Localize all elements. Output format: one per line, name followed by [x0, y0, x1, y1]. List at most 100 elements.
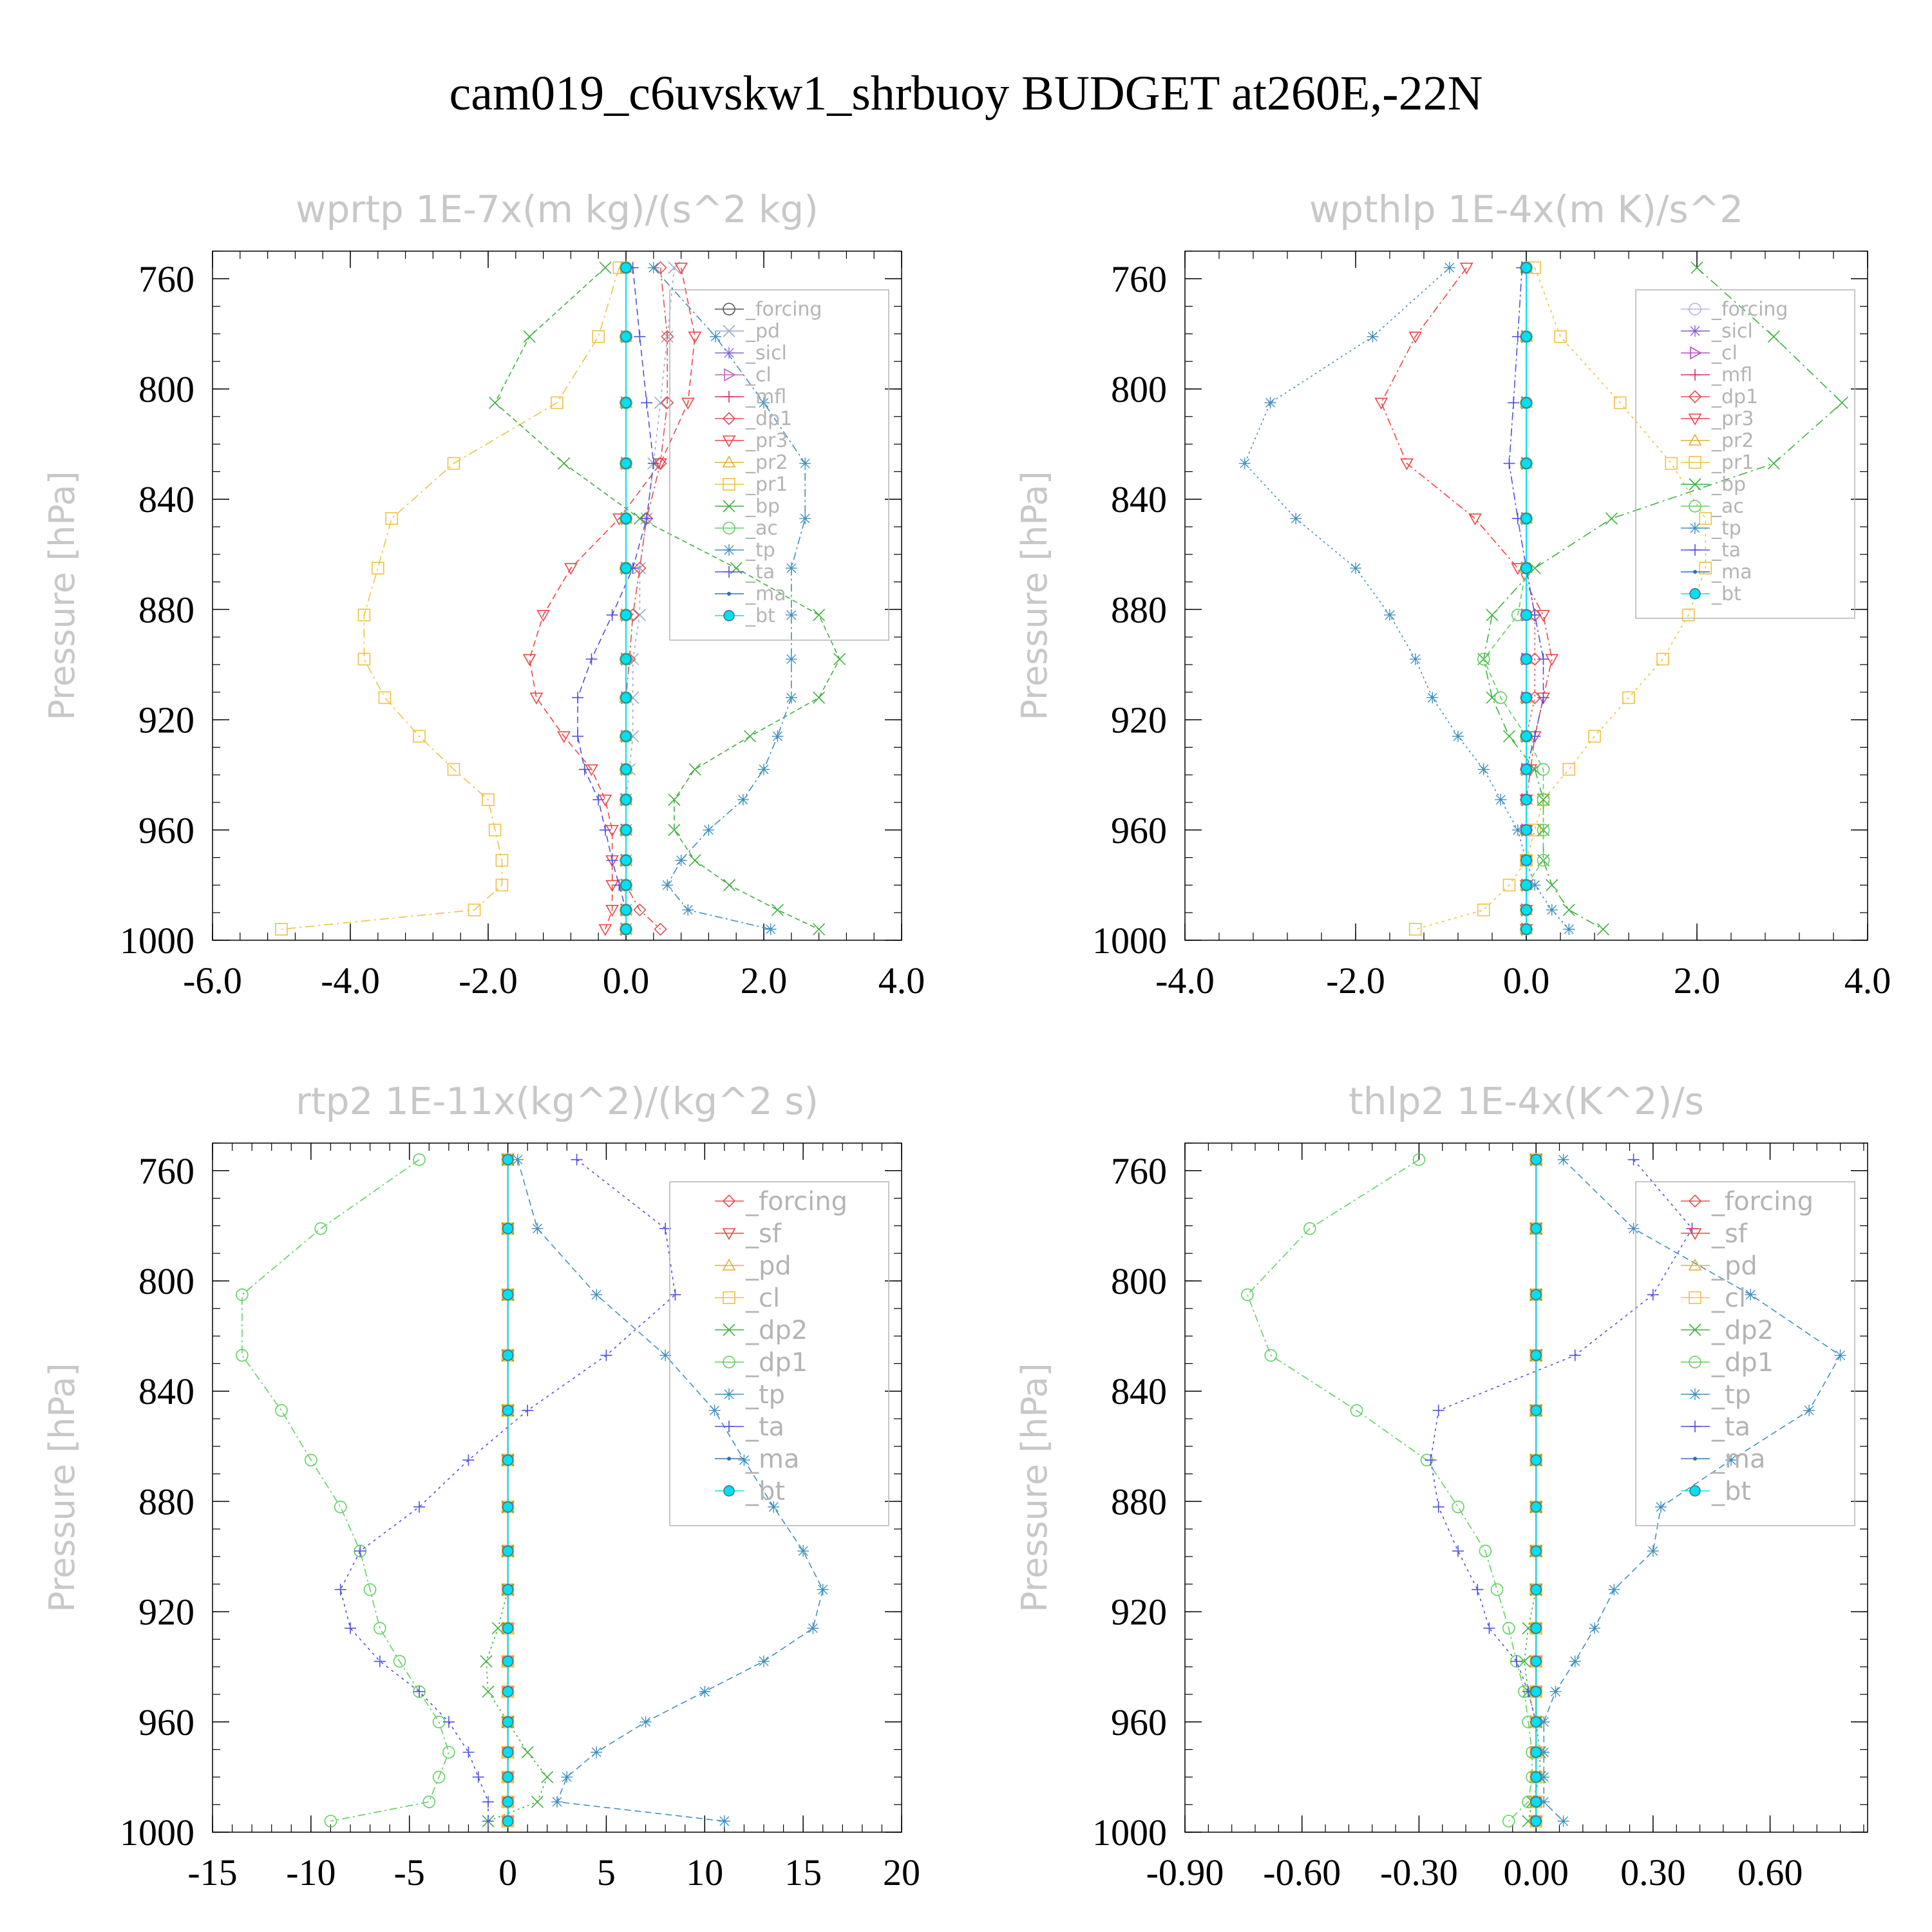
data-point [669, 1289, 681, 1301]
data-point [1745, 1289, 1757, 1301]
data-point [682, 904, 694, 916]
data-point [357, 609, 371, 621]
y-tick-label: 840 [138, 478, 194, 520]
data-point [447, 457, 460, 470]
data-point [1238, 457, 1251, 469]
data-point [1350, 562, 1361, 574]
data-point [654, 458, 667, 471]
legend-label: _ac [1711, 495, 1744, 518]
data-point [334, 1501, 347, 1513]
data-point [442, 1716, 455, 1728]
legend-marker [1693, 570, 1697, 574]
legend: _forcing_sf_pd_cl _dp2 _dp1_tp_ta_ma _bt [1635, 1181, 1855, 1526]
data-point [529, 692, 544, 705]
data-point [1537, 762, 1550, 776]
data-point [1530, 1501, 1542, 1513]
series-line-bp [494, 267, 840, 930]
plot-frame [212, 251, 902, 941]
data-point [1537, 824, 1550, 837]
y-tick-label: 920 [138, 699, 194, 741]
data-point [1538, 1795, 1550, 1808]
data-point [1588, 730, 1601, 743]
y-tick-label: 880 [1111, 589, 1167, 630]
data-point [681, 397, 695, 410]
data-point [817, 1584, 829, 1596]
data-point [1520, 904, 1532, 916]
data-point [633, 562, 646, 574]
data-point [1530, 1584, 1542, 1596]
legend-marker [723, 391, 735, 402]
data-point [1425, 1454, 1437, 1466]
data-point [522, 654, 536, 667]
data-point [1681, 609, 1695, 621]
data-point [620, 692, 632, 704]
data-point [1502, 730, 1516, 743]
x-tick-label: -5 [394, 1852, 425, 1893]
legend-marker [1689, 1323, 1701, 1336]
legend-marker [722, 455, 736, 468]
data-point [489, 396, 502, 409]
legend-marker [727, 592, 731, 596]
x-tick-label: -0.60 [1263, 1852, 1341, 1893]
legend-label: _pr2 [1711, 430, 1754, 452]
data-point [675, 854, 687, 866]
data-point [1529, 879, 1541, 891]
data-point [571, 1153, 583, 1166]
legend: _forcing_pd_sicl_cl_mfl_dp1_pr3_pr2_pr1_… [669, 289, 889, 641]
legend-marker [1688, 1194, 1702, 1208]
data-point [1468, 513, 1482, 526]
legend-marker [722, 435, 736, 448]
data-point [599, 261, 612, 274]
data-point [633, 562, 647, 575]
data-point [502, 1545, 514, 1557]
data-point [1241, 1288, 1254, 1302]
data-point [502, 1716, 514, 1728]
data-point [1520, 855, 1532, 866]
data-point [502, 1405, 514, 1416]
data-point [710, 330, 722, 343]
data-point [1530, 1747, 1542, 1758]
y-tick-label: 920 [138, 1591, 194, 1633]
data-point [620, 330, 632, 343]
legend-marker [1689, 325, 1701, 337]
x-tick-label: 0.0 [603, 960, 650, 1001]
data-point [1530, 1153, 1542, 1166]
y-axis-label: Pressure [hPa] [42, 1363, 82, 1612]
legend-label: _pr3 [745, 430, 788, 452]
data-point [482, 1815, 494, 1827]
data-point [1537, 692, 1549, 704]
y-axis-label: Pressure [hPa] [42, 471, 82, 720]
data-point [598, 794, 612, 807]
legend-marker [723, 1421, 735, 1432]
data-point [634, 330, 646, 343]
data-point [502, 1655, 514, 1667]
data-point [1520, 653, 1532, 665]
data-point [807, 1622, 819, 1634]
data-point [1408, 923, 1422, 936]
data-point [813, 691, 826, 704]
legend-label: _sicl [745, 342, 787, 365]
x-tick-label: 0.60 [1738, 1852, 1803, 1893]
legend-label: _bt [1711, 1477, 1751, 1506]
legend-label: _dp1 [745, 408, 792, 430]
legend-label: _pr2 [745, 451, 788, 474]
data-point [1472, 1584, 1484, 1596]
data-point [813, 609, 826, 621]
data-point [1699, 512, 1712, 525]
data-point [1834, 1349, 1846, 1361]
x-tick-label: 10 [686, 1852, 723, 1893]
y-tick-label: 920 [1111, 1591, 1167, 1633]
data-point [275, 923, 288, 936]
legend-marker [1689, 478, 1701, 491]
data-point [599, 824, 611, 836]
data-point [1608, 1584, 1620, 1596]
data-point [1520, 397, 1532, 409]
legend-label: _ma [1711, 561, 1752, 583]
data-point [1530, 1405, 1542, 1416]
legend-label: _forcing [1711, 298, 1788, 321]
y-tick-label: 1000 [1092, 1812, 1167, 1853]
data-point [606, 854, 618, 866]
data-point [502, 1796, 514, 1808]
data-point [1520, 330, 1532, 343]
x-tick-label: 0.0 [1503, 960, 1550, 1001]
